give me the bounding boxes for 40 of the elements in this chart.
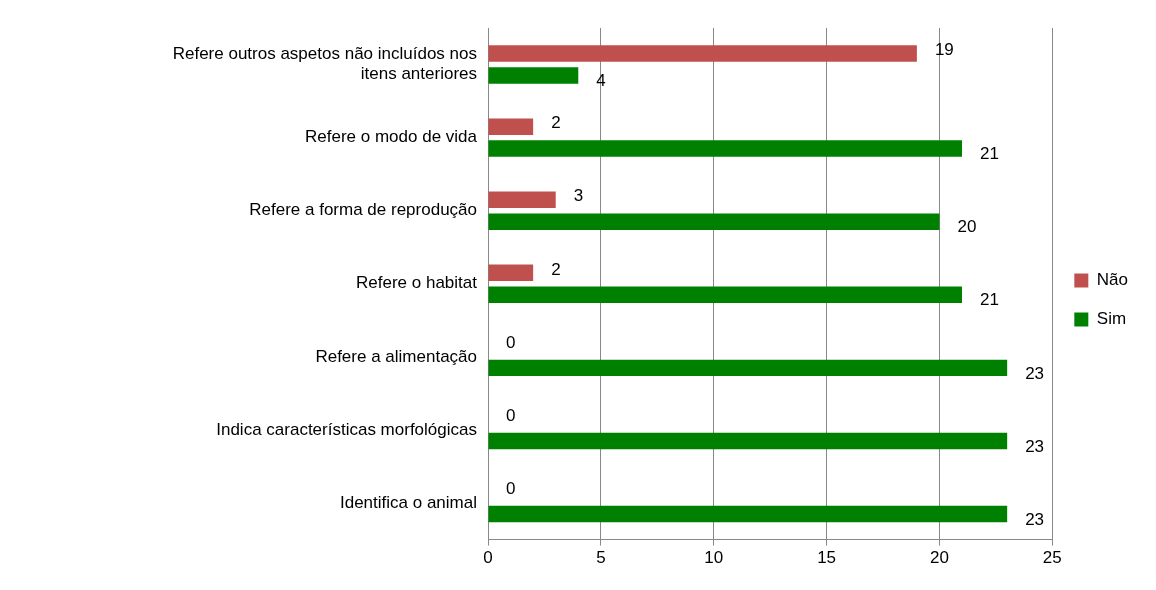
- data-label: 21: [980, 290, 999, 310]
- data-label: 23: [1025, 509, 1045, 529]
- legend-label: Sim: [1096, 309, 1127, 329]
- x-tick-label: 25: [1042, 548, 1062, 568]
- bar: [488, 505, 1008, 523]
- data-label: 2: [551, 113, 561, 133]
- y-tick-label: Refere a forma de reprodução: [249, 200, 477, 220]
- data-label: 23: [1025, 363, 1045, 383]
- bar: [488, 264, 534, 282]
- bar: [488, 140, 963, 157]
- bar: [488, 286, 963, 303]
- y-tick-label: Indica características morfológicas: [216, 419, 477, 439]
- x-tick-label: 20: [929, 548, 949, 568]
- y-tick-label: Refere a alimentação: [315, 346, 477, 366]
- x-tick-label: 0: [483, 548, 493, 568]
- x-tick-label: 5: [596, 548, 606, 568]
- data-label: 21: [980, 144, 999, 164]
- data-label: 23: [1025, 436, 1045, 456]
- data-label: 20: [957, 217, 977, 237]
- y-tick-label: Identifica o animal: [339, 492, 477, 512]
- x-tick-label: 15: [817, 548, 837, 568]
- data-label: 0: [506, 478, 516, 498]
- bar: [488, 45, 917, 62]
- bar: [488, 213, 940, 230]
- data-label: 0: [506, 405, 516, 425]
- data-label: 19: [934, 40, 954, 60]
- bar: [488, 67, 579, 84]
- data-label: 4: [596, 71, 606, 91]
- bar: [488, 432, 1008, 450]
- bar: [488, 191, 556, 208]
- y-tick-label: Refere outros aspetos não incluídos nos itens anteriores: [172, 44, 477, 84]
- y-tick-label: Refere o habitat: [356, 273, 478, 293]
- data-label: 2: [551, 259, 561, 279]
- data-label: 3: [573, 186, 584, 206]
- bar: [488, 118, 534, 135]
- y-tick-label: Refere o modo de vida: [305, 127, 478, 147]
- legend-label: Não: [1096, 270, 1128, 290]
- bar: [488, 359, 1008, 377]
- data-label: 0: [506, 332, 516, 352]
- x-tick-label: 10: [704, 548, 724, 568]
